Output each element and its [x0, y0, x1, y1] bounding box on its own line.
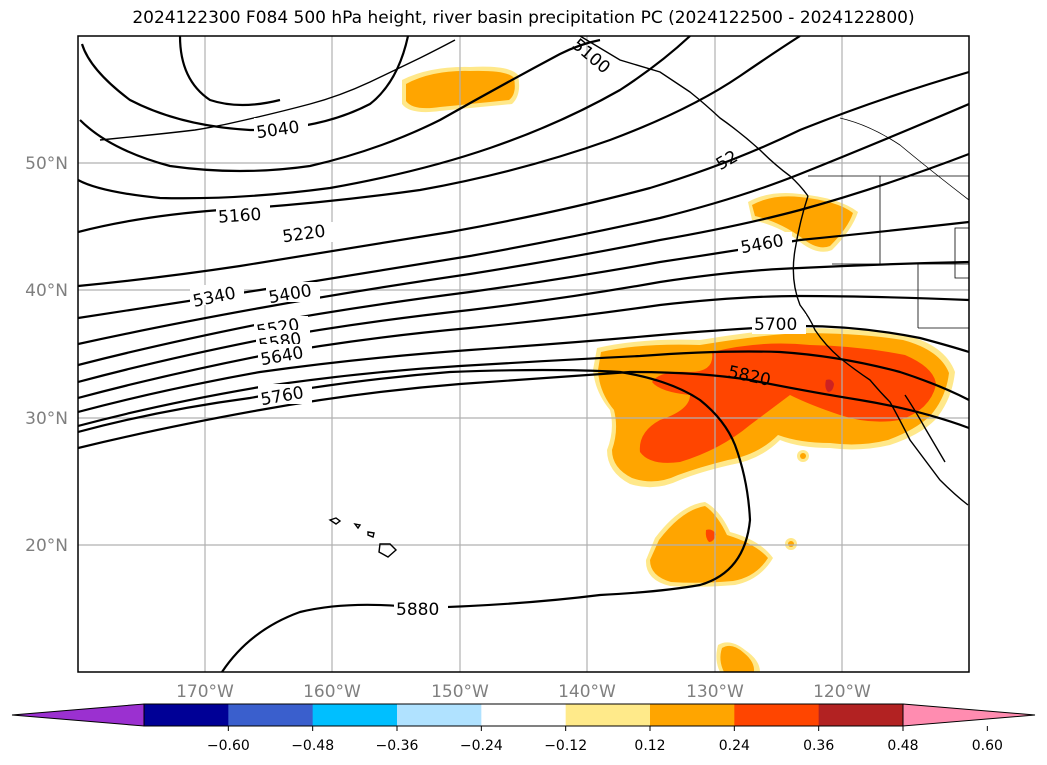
- lon-label-160w: 160°W: [303, 682, 361, 702]
- contour-5160: [78, 36, 691, 200]
- contour-label-5160: 5160: [218, 205, 263, 228]
- colorbar: −0.60 −0.48 −0.36 −0.24 −0.12 0.12 0.24 0.36 0.4…: [11, 703, 1036, 754]
- colorbar-swatch: [565, 704, 651, 726]
- lon-label-120w: 120°W: [813, 682, 871, 702]
- colorbar-tick-label: 0.48: [887, 738, 918, 754]
- contour-5520: [78, 220, 969, 367]
- precipitation-shading: [402, 66, 955, 672]
- lon-label-170w: 170°W: [176, 682, 234, 702]
- contour-label-5880: 5880: [396, 600, 439, 620]
- colorbar-swatch: [228, 704, 314, 726]
- map-frame: [77, 35, 970, 673]
- colorbar-swatch: [144, 704, 229, 726]
- lat-label-20n: 20°N: [25, 536, 68, 556]
- colorbar-tick-label: −0.36: [376, 738, 419, 754]
- contour-5100: [79, 38, 601, 173]
- contour-5340: [78, 70, 969, 288]
- graticule: [78, 36, 969, 672]
- latitude-labels: 50°N 40°N 30°N 20°N: [25, 154, 68, 556]
- contour-5580: [78, 260, 969, 384]
- contour-5460: [78, 152, 969, 346]
- contour-5820: [78, 370, 969, 450]
- colorbar-tick-label: 0.24: [719, 738, 750, 754]
- colorbar-tick-label: −0.60: [207, 738, 250, 754]
- lat-label-50n: 50°N: [25, 154, 68, 174]
- colorbar-frame: [143, 703, 904, 727]
- height-contours: [78, 36, 969, 672]
- coastlines: [99, 36, 969, 558]
- colorbar-tick-label: −0.24: [460, 738, 503, 754]
- colorbar-swatch: [481, 704, 567, 726]
- contour-5760: [78, 350, 969, 428]
- map-title: 2024122300 F084 500 hPa height, river ba…: [132, 8, 915, 28]
- colorbar-swatch: [818, 704, 904, 726]
- colorbar-swatch: [397, 704, 482, 726]
- colorbar-tick-label: 0.36: [803, 738, 834, 754]
- colorbar-swatch: [650, 704, 735, 726]
- lat-label-40n: 40°N: [25, 281, 68, 301]
- colorbar-tick-label: −0.48: [291, 738, 334, 754]
- colorbar-extend-high: [902, 703, 1036, 727]
- colorbar-tick-label: −0.12: [544, 738, 587, 754]
- contour-label-5700: 5700: [754, 315, 797, 335]
- colorbar-tick-label: 0.12: [634, 738, 665, 754]
- contour-5220: [78, 36, 801, 234]
- longitude-labels: 170°W 160°W 150°W 140°W 130°W 120°W: [176, 682, 871, 702]
- contour-5700: [78, 324, 969, 414]
- colorbar-swatch: [734, 704, 820, 726]
- colorbar-swatch: [312, 704, 398, 726]
- colorbar-extend-low: [11, 703, 145, 727]
- lon-label-150w: 150°W: [431, 682, 489, 702]
- lon-label-140w: 140°W: [558, 682, 616, 702]
- colorbar-tick-label: 0.60: [972, 738, 1003, 754]
- contour-5640: [78, 294, 969, 400]
- lon-label-130w: 130°W: [686, 682, 744, 702]
- contour-5040: [80, 36, 410, 132]
- lat-label-30n: 30°N: [25, 409, 68, 429]
